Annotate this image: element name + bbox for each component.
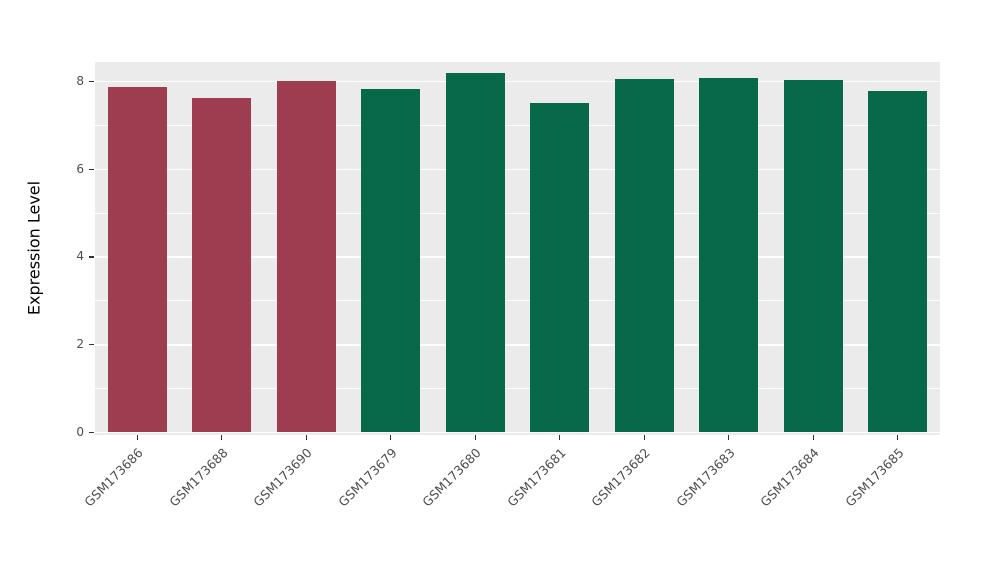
x-axis-label: GSM173688 — [165, 445, 231, 510]
x-axis-label: GSM173682 — [588, 445, 653, 510]
y-tick-label: 0 — [76, 425, 84, 439]
bar-GSM173684 — [783, 80, 843, 432]
x-tick-mark — [728, 435, 730, 440]
x-axis-label: GSM173684 — [757, 445, 822, 510]
bar-GSM173680 — [445, 72, 505, 432]
y-tick-mark — [89, 256, 94, 258]
x-axis-label: GSM173683 — [672, 445, 738, 510]
x-tick-mark — [643, 435, 645, 440]
gridline-major — [95, 80, 940, 83]
x-axis-label: GSM173690 — [250, 445, 315, 510]
x-tick-mark — [221, 435, 223, 440]
gridline-minor — [95, 388, 940, 389]
y-tick-mark — [89, 432, 94, 434]
y-tick-label: 2 — [76, 337, 84, 352]
y-tick-mark — [89, 80, 94, 83]
y-tick-label: 6 — [76, 161, 84, 176]
bar-GSM173685 — [868, 90, 928, 432]
y-tick-mark — [89, 344, 94, 346]
x-tick-mark — [474, 435, 476, 440]
x-axis-label: GSM173685 — [841, 445, 907, 510]
gridline-major — [95, 168, 940, 171]
gridline-major — [95, 256, 940, 258]
bar-GSM173679 — [361, 89, 421, 432]
x-axis-label: GSM173679 — [334, 445, 400, 510]
y-tick-label: 4 — [76, 249, 84, 264]
y-axis-title: Expression Level — [24, 180, 44, 316]
x-tick-mark — [559, 435, 561, 440]
x-tick-mark — [897, 435, 899, 440]
gridline-major — [95, 432, 940, 434]
y-tick-mark — [89, 168, 94, 170]
bar-GSM173683 — [699, 78, 759, 432]
x-tick-mark — [305, 435, 307, 440]
gridline-minor — [95, 124, 940, 126]
bar-GSM173686 — [107, 87, 167, 432]
x-axis-label: GSM173686 — [81, 445, 146, 510]
bar-GSM173681 — [530, 102, 590, 432]
x-axis-label: GSM173681 — [503, 445, 569, 510]
bar-GSM173688 — [192, 98, 252, 432]
x-axis-label: GSM173680 — [419, 445, 484, 510]
x-tick-mark — [812, 435, 814, 440]
gridline-minor — [95, 212, 940, 214]
x-tick-mark — [136, 435, 138, 440]
y-tick-label: 8 — [76, 73, 84, 88]
gridline-minor — [95, 300, 940, 302]
bar-GSM173690 — [276, 80, 336, 432]
plot-panel — [95, 62, 940, 435]
x-tick-mark — [390, 435, 392, 440]
bar-GSM173682 — [614, 79, 674, 432]
gridline-major — [95, 344, 940, 346]
